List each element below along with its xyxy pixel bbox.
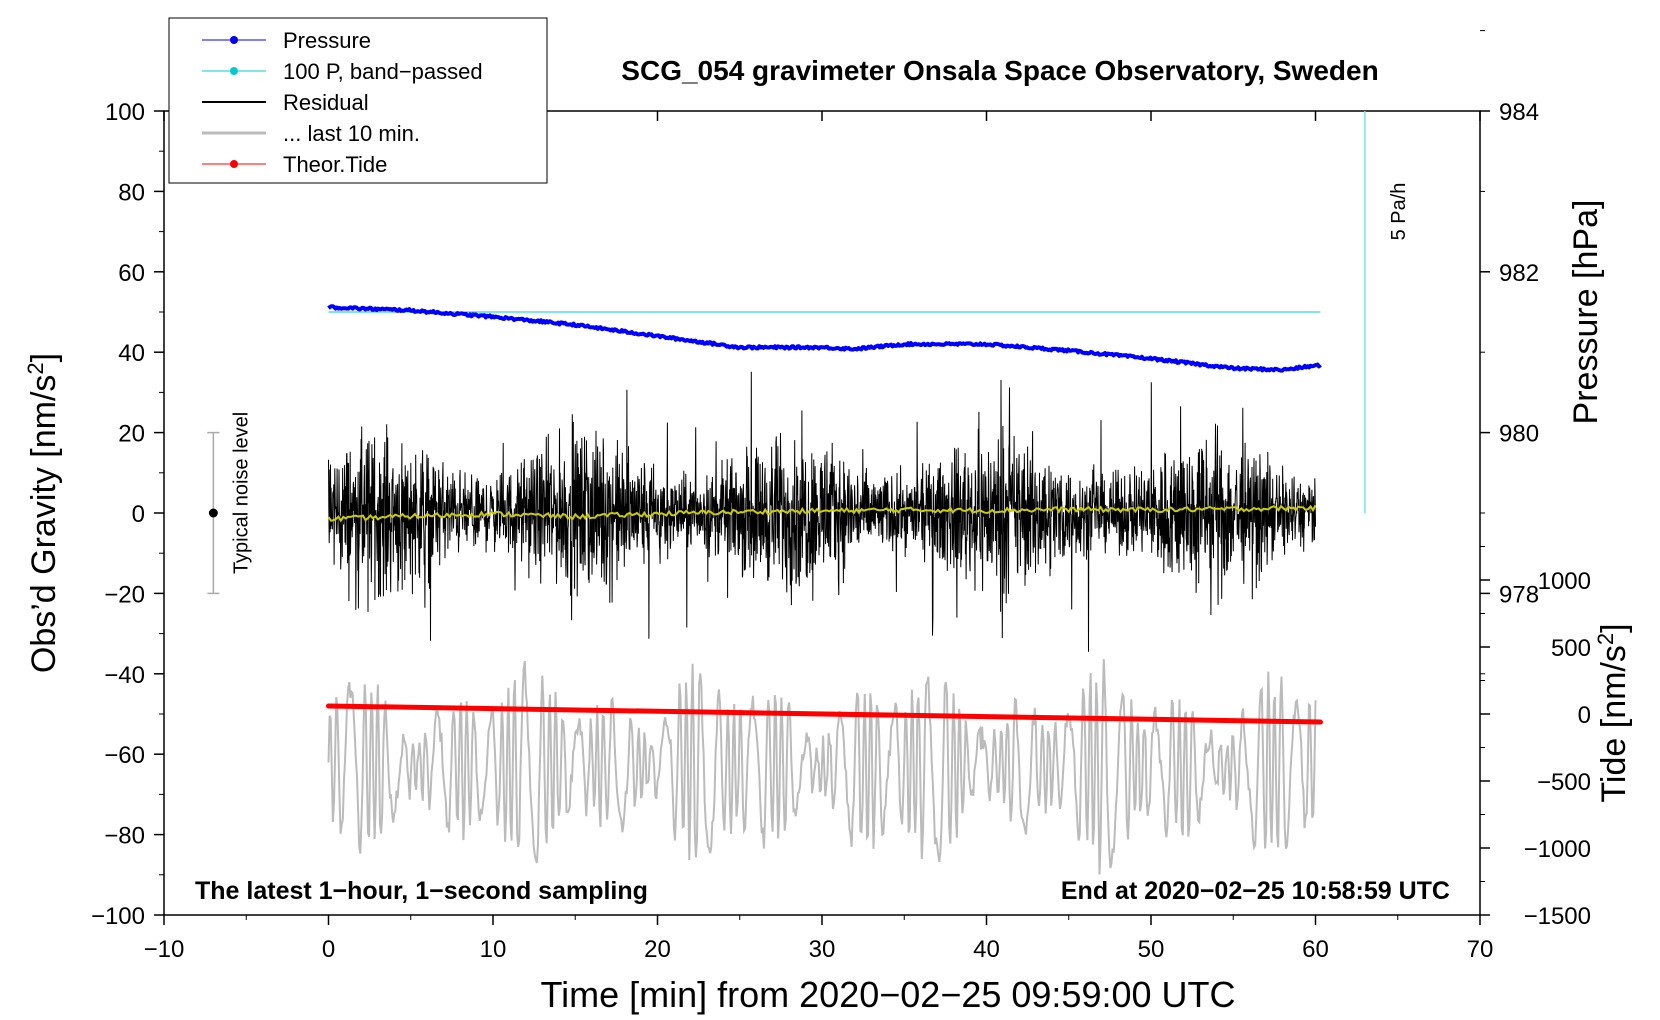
y-tick-label: −40 xyxy=(104,662,145,689)
legend-box xyxy=(168,17,548,184)
tide-tick-label: −500 xyxy=(1537,769,1591,796)
pressure-tick-label: 978 xyxy=(1499,581,1539,608)
x-tick-label: 60 xyxy=(1302,936,1329,963)
pressure-tick-label: 980 xyxy=(1499,421,1539,448)
legend-label: Residual xyxy=(283,90,369,115)
y-axis-label-pressure: Pressure [hPa] xyxy=(1567,200,1605,425)
y-tick-label: 40 xyxy=(118,340,145,367)
legend-marker xyxy=(230,160,238,168)
x-axis-label: Time [min] from 2020−02−25 09:59:00 UTC xyxy=(540,974,1235,1015)
annotation-layer: SCG_054 gravimeter Onsala Space Observat… xyxy=(23,55,1634,1015)
y-axis-label-left: Obs’d Gravity [nm/s2] xyxy=(23,353,64,673)
noise-bar-dot xyxy=(208,508,218,518)
pressure-tick-label: 982 xyxy=(1499,260,1539,287)
tide-tick-label: −1000 xyxy=(1524,836,1591,863)
noise-bar-label: Typical noise level xyxy=(230,412,252,574)
legend-label: 100 P, band−passed xyxy=(283,59,483,84)
y-tick-label: 0 xyxy=(132,501,145,528)
chart-title: SCG_054 gravimeter Onsala Space Observat… xyxy=(621,55,1378,86)
x-tick-label: −10 xyxy=(144,936,185,963)
y-tick-label: −60 xyxy=(104,742,145,769)
tide-tick-label: 1000 xyxy=(1538,568,1591,595)
bottom-right-annotation: End at 2020−02−25 10:58:59 UTC xyxy=(1061,877,1450,905)
x-tick-label: 50 xyxy=(1138,936,1165,963)
legend-label: Pressure xyxy=(283,28,371,53)
y-tick-label: −80 xyxy=(104,823,145,850)
x-tick-label: 10 xyxy=(480,936,507,963)
pressure-tick-label: 984 xyxy=(1499,99,1539,126)
y-axis-label-tide: Tide [nm/s2] xyxy=(1593,623,1634,802)
axes-layer: −10 0 10 20 30 40 50 60 70−100−80−60−40−20020406… xyxy=(91,30,1591,963)
x-tick-label: 20 xyxy=(644,936,671,963)
x-tick-label: 40 xyxy=(973,936,1000,963)
legend-marker xyxy=(230,67,238,75)
x-tick-label: 30 xyxy=(809,936,836,963)
rate-marker-label: 5 Pa/h xyxy=(1388,183,1410,241)
series-layer: 5 Pa/h Typical noise level xyxy=(207,111,1410,875)
tide-tick-label: 500 xyxy=(1551,635,1591,662)
legend: Pressure 100 P, band−passed Residual ... la… xyxy=(168,17,548,184)
pressure-line xyxy=(327,304,1322,373)
y-tick-label: −100 xyxy=(91,903,145,930)
y-tick-label: −20 xyxy=(104,581,145,608)
running-mean-line xyxy=(327,504,1317,523)
last-10-min-line xyxy=(327,659,1317,875)
legend-marker xyxy=(230,36,238,44)
x-tick-label: 70 xyxy=(1467,936,1494,963)
y-tick-label: 60 xyxy=(118,260,145,287)
x-tick-label: 0 xyxy=(322,936,335,963)
y-tick-label: 100 xyxy=(105,99,145,126)
tide-tick-label: −1500 xyxy=(1524,903,1591,930)
y-tick-label: 20 xyxy=(118,421,145,448)
bottom-left-annotation: The latest 1−hour, 1−second sampling xyxy=(195,877,648,905)
y-tick-label: 80 xyxy=(118,179,145,206)
legend-label: ... last 10 min. xyxy=(283,121,420,146)
tide-tick-label: 0 xyxy=(1578,702,1591,729)
theoretical-tide-line xyxy=(326,703,1323,725)
legend-label: Theor.Tide xyxy=(283,152,387,177)
